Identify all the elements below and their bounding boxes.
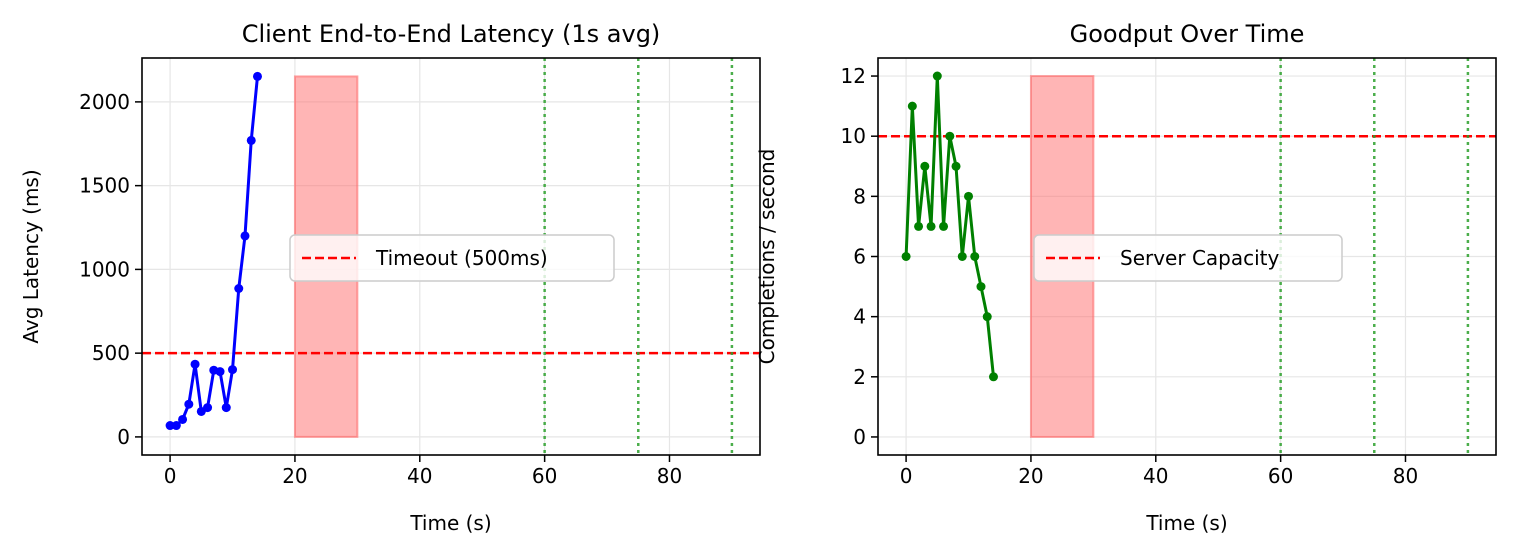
data-point xyxy=(951,161,961,171)
x-tick-label: 20 xyxy=(1018,464,1043,488)
data-point xyxy=(178,414,188,424)
legend-box xyxy=(1033,234,1343,282)
legend: Server Capacity xyxy=(1033,234,1343,282)
data-point xyxy=(165,421,175,431)
x-tick-label: 0 xyxy=(164,464,177,488)
data-point xyxy=(982,312,992,322)
chart-title: Goodput Over Time xyxy=(1070,20,1305,48)
data-point xyxy=(926,221,936,231)
y-axis-label: Completions / second xyxy=(755,149,779,365)
y-tick-label: 10 xyxy=(841,124,866,148)
y-tick-label: 12 xyxy=(841,64,866,88)
data-point xyxy=(184,399,194,409)
data-point xyxy=(932,71,942,81)
x-axis-label: Time (s) xyxy=(409,511,491,535)
data-point xyxy=(907,101,917,111)
data-point xyxy=(228,365,238,375)
data-point xyxy=(945,131,955,141)
data-point xyxy=(920,161,930,171)
x-tick-label: 40 xyxy=(407,464,432,488)
x-tick-label: 40 xyxy=(1143,464,1168,488)
data-point xyxy=(976,282,986,292)
data-point xyxy=(246,135,256,145)
y-tick-label: 2000 xyxy=(79,90,130,114)
x-tick-label: 80 xyxy=(657,464,682,488)
data-point xyxy=(171,421,181,431)
data-point xyxy=(203,403,213,413)
y-axis-label: Avg Latency (ms) xyxy=(19,169,43,343)
data-point xyxy=(234,283,244,293)
data-point xyxy=(988,372,998,382)
legend-box xyxy=(289,234,615,282)
chart-title: Client End-to-End Latency (1s avg) xyxy=(242,20,661,48)
x-tick-label: 20 xyxy=(282,464,307,488)
y-tick-label: 6 xyxy=(853,245,866,269)
legend: Timeout (500ms) xyxy=(289,234,615,282)
x-axis-label: Time (s) xyxy=(1145,511,1227,535)
chart-1: 0 20 40 60 80 0 500 1000 1500 2000 Client End-to-E… xyxy=(19,20,761,535)
data-point xyxy=(252,71,262,81)
x-tick-label: 80 xyxy=(1393,464,1418,488)
data-point xyxy=(939,221,949,231)
plot-frame xyxy=(141,57,761,456)
legend-label: Server Capacity xyxy=(1120,246,1280,270)
data-point xyxy=(190,359,200,369)
x-tick-label: 60 xyxy=(532,464,557,488)
data-point xyxy=(240,231,250,241)
data-point xyxy=(215,367,225,377)
y-tick-label: 500 xyxy=(92,341,130,365)
data-point xyxy=(957,252,967,261)
chart-2: 0 20 40 60 80 0 2 4 6 8 10 12 Goodput Over Time Time … xyxy=(755,20,1497,535)
y-tick-label: 4 xyxy=(853,305,866,329)
y-tick-label: 1500 xyxy=(79,174,130,198)
data-point xyxy=(970,252,980,261)
y-tick-label: 2 xyxy=(853,365,866,389)
data-point xyxy=(964,191,974,201)
legend-label: Timeout (500ms) xyxy=(375,246,548,270)
y-tick-label: 0 xyxy=(853,425,866,449)
y-tick-label: 0 xyxy=(117,425,130,449)
x-tick-label: 0 xyxy=(900,464,913,488)
x-tick-label: 60 xyxy=(1268,464,1293,488)
data-point xyxy=(221,403,231,413)
data-point xyxy=(901,252,911,261)
data-point xyxy=(914,221,924,231)
y-tick-label: 8 xyxy=(853,184,866,208)
y-tick-label: 1000 xyxy=(79,257,130,281)
